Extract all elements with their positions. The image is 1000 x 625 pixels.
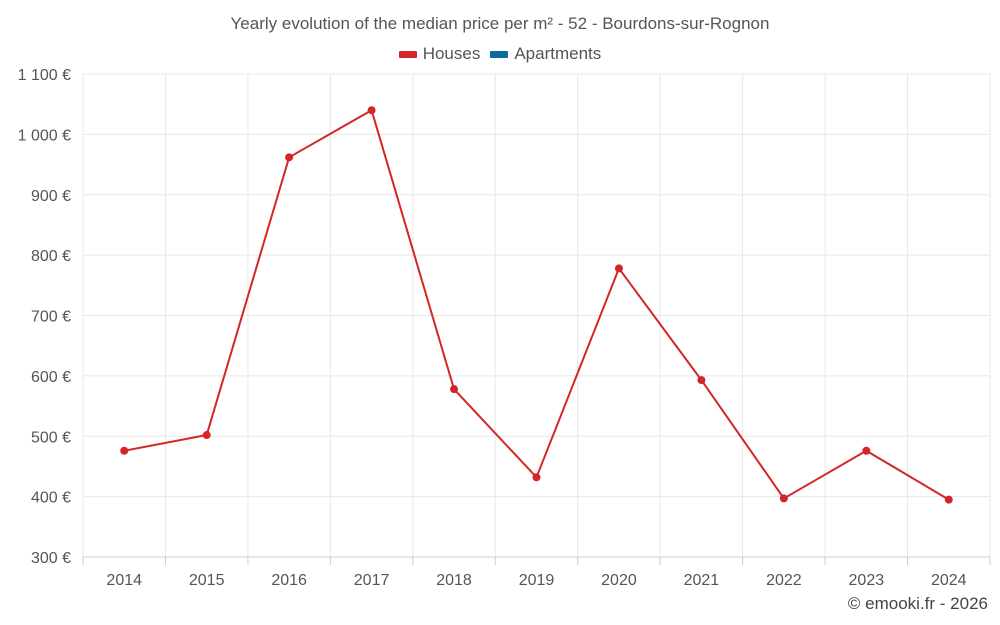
data-point: [614, 264, 623, 273]
y-tick-label: 600 €: [31, 369, 71, 386]
data-point: [779, 494, 788, 503]
legend-swatch-apartments: [490, 50, 509, 58]
x-tick-label: 2022: [766, 572, 802, 589]
footer-credit: © emooki.fr - 2026: [847, 594, 988, 613]
data-point: [862, 446, 871, 455]
y-tick-label: 300 €: [31, 550, 71, 567]
x-tick-label: 2023: [849, 572, 885, 589]
legend-item-apartments[interactable]: Apartments: [490, 44, 601, 64]
axes: [82, 556, 991, 565]
chart-title: Yearly evolution of the median price per…: [230, 14, 770, 33]
x-tick-label: 2017: [354, 572, 390, 589]
x-tick-label: 2015: [189, 572, 225, 589]
x-tick-label: 2020: [601, 572, 637, 589]
data-point: [367, 106, 376, 115]
x-tick-label: 2021: [684, 572, 720, 589]
data-point: [697, 376, 706, 385]
y-axis-tick-labels: 300 € 400 € 500 € 600 € 700 € 800 € 900 € 1 000…: [18, 67, 71, 567]
y-tick-label: 800 €: [31, 248, 71, 265]
x-tick-label: 2014: [106, 572, 142, 589]
y-tick-label: 500 €: [31, 429, 71, 446]
data-point: [202, 431, 211, 440]
legend-item-houses[interactable]: Houses: [398, 44, 481, 64]
legend-swatch-houses: [398, 50, 417, 58]
x-tick-label: 2019: [519, 572, 555, 589]
series-layer: [120, 106, 953, 504]
grid-lines: [82, 73, 991, 557]
y-tick-label: 700 €: [31, 309, 71, 326]
x-tick-label: 2016: [271, 572, 307, 589]
y-tick-label: 900 €: [31, 188, 71, 205]
data-point: [120, 446, 129, 455]
y-tick-label: 1 000 €: [18, 127, 71, 144]
x-tick-label: 2024: [931, 572, 967, 589]
x-tick-label: 2018: [436, 572, 472, 589]
data-point: [944, 495, 953, 504]
y-tick-label: 400 €: [31, 490, 71, 507]
x-axis-tick-labels: 2014 2015 2016 2017 2018 2019 2020 2021 2022 2023…: [106, 572, 966, 589]
legend: Houses Apartments: [0, 44, 1000, 64]
legend-label-apartments: Apartments: [514, 44, 602, 63]
data-point: [285, 153, 294, 162]
data-point: [450, 385, 459, 394]
data-point: [532, 473, 541, 482]
y-tick-label: 1 100 €: [18, 67, 71, 84]
legend-label-houses: Houses: [422, 44, 481, 63]
